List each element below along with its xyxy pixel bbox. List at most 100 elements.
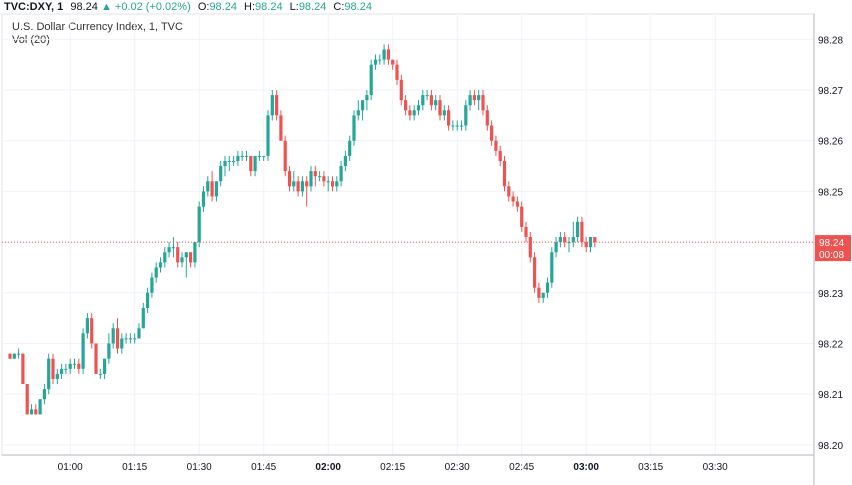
candle-body [141,308,145,329]
candle-body [154,267,158,278]
close-value: 98.24 [344,1,372,13]
candle-body [214,181,218,197]
candle-body [369,64,373,96]
symbol-label: TVC:DXY, 1 [4,1,64,13]
candle-body [283,140,287,172]
up-arrow-icon: ▲ [100,1,112,13]
y-tick-label: 98.27 [818,86,843,97]
candle-body [339,166,343,182]
candle-body [55,373,59,379]
candle-body [322,176,326,182]
candle-body [395,64,399,80]
x-tick-label: 03:30 [703,462,728,473]
candle-body [133,338,137,340]
candle-body [115,328,120,349]
candle-body [477,95,481,101]
candle-body [563,237,567,243]
candle-body [404,100,408,111]
candle-body [343,155,347,167]
countdown-label: 00:08 [819,250,844,261]
candle-body [296,181,300,192]
change-value: +0.02 (+0.02%) [114,1,191,13]
candle-body [189,252,193,263]
candle-body [451,125,455,127]
candle-body [201,191,206,207]
candle-body [309,171,313,187]
candle-body [498,150,502,161]
candle-body [232,161,236,162]
y-tick-label: 98.28 [818,35,843,46]
low-value: 98.24 [298,1,327,13]
candle-body [507,186,511,197]
candle-body [167,247,171,253]
candle-body [150,277,154,293]
candle-body [481,95,485,111]
candle-body [391,59,395,65]
candle-body [528,237,532,258]
candle-body [270,95,274,116]
high-label: H: [244,1,256,13]
candle-body [447,110,451,126]
candle-body [361,100,365,111]
candle-body [356,110,360,116]
candle-body [275,95,279,116]
candle-body [580,221,584,243]
open-value: 98.24 [209,1,237,13]
candle-body [8,353,12,359]
candle-body [257,155,261,157]
candle-body [554,242,558,253]
candle-body [124,338,128,340]
candle-body [455,125,459,127]
candle-body [326,181,330,183]
candle-body [72,363,77,365]
candle-body [47,358,51,390]
candle-body [399,79,403,101]
candle-body [223,161,227,167]
x-tick-label: 01:15 [122,462,147,473]
candle-body [68,363,72,369]
candle-body [541,292,545,298]
open-label: O: [197,1,210,13]
candle-body [77,363,81,369]
candle-body [442,110,446,116]
candle-body [365,95,369,101]
candle-body [103,358,107,374]
candle-body [163,252,167,263]
candle-body [313,171,317,177]
candle-body [490,125,494,141]
candle-body [352,115,356,141]
x-tick-label: 02:45 [509,462,534,473]
candle-body [421,95,425,106]
candle-body [550,252,554,283]
candle-body [210,181,214,197]
low-label: L: [289,1,299,13]
y-tick-label: 98.20 [818,441,843,452]
candle-body [85,318,89,334]
high-value: 98.24 [255,1,283,13]
candle-body [64,368,68,370]
candle-body [408,110,412,116]
candle-body [120,338,124,349]
candle-body [287,171,292,187]
candle-body [111,328,115,344]
x-tick-label: 02:00 [315,462,341,473]
candle-body [60,368,64,374]
close-label: C: [333,1,345,13]
candle-body [330,181,335,187]
candle-body [38,399,42,415]
candle-body [12,353,16,359]
candle-body [511,196,515,202]
candle-body [219,166,223,182]
candle-body [348,140,352,156]
candle-body [236,155,240,161]
candle-body [193,242,197,263]
candle-body [42,389,46,400]
candle-body [468,95,472,106]
candle-body [584,242,588,248]
candle-body [533,257,537,288]
candle-body [472,95,476,101]
candle-body [545,282,550,293]
candle-body [318,176,322,178]
